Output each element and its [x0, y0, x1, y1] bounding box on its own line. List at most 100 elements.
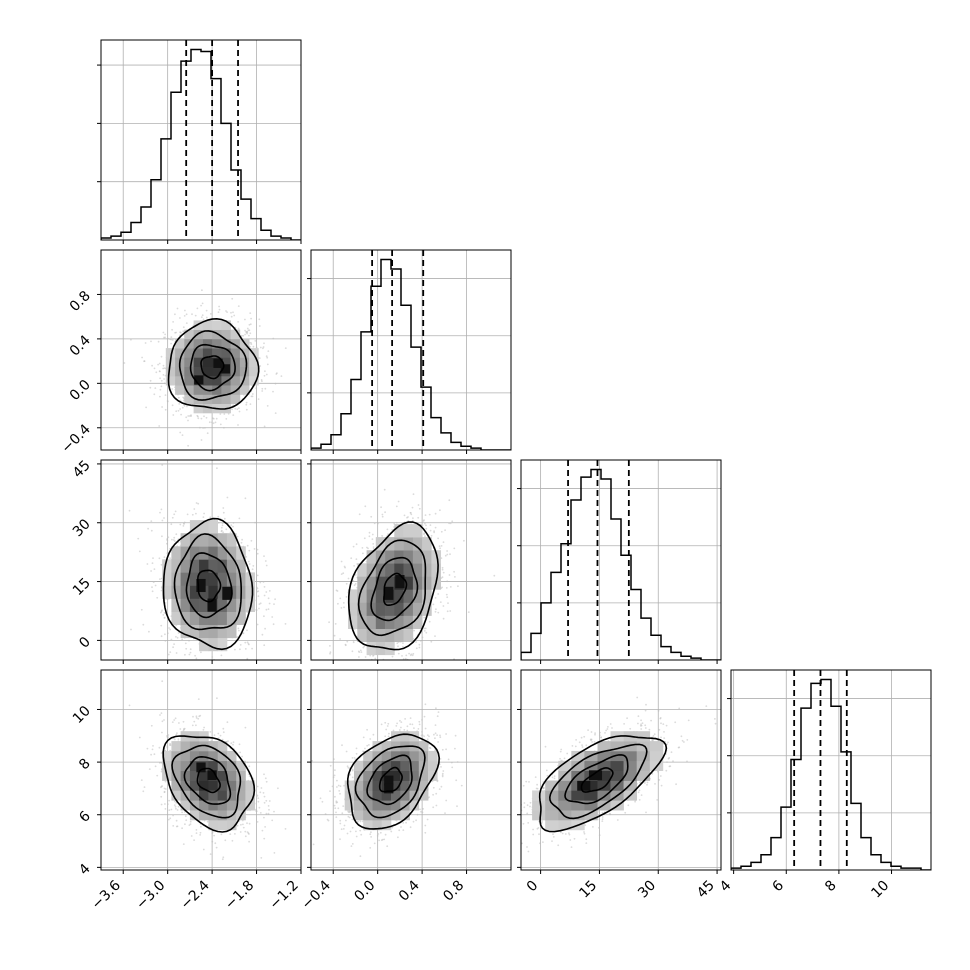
density-cell	[372, 770, 383, 781]
density-cell	[212, 375, 222, 386]
density-cell	[372, 820, 383, 831]
x-tick-label: 8	[822, 878, 840, 896]
density-cell	[610, 741, 624, 752]
density-peak	[577, 780, 591, 791]
density-cell	[403, 576, 414, 590]
density-cell	[199, 770, 209, 781]
density-cell	[226, 546, 237, 560]
density-cell	[385, 576, 395, 590]
density-cell	[199, 637, 209, 652]
density-cell	[208, 800, 218, 811]
density-cell	[189, 810, 200, 821]
density-cell	[385, 602, 395, 616]
contour-line	[538, 735, 668, 833]
density-cell	[394, 602, 404, 616]
density-cell	[636, 760, 651, 771]
pair-frame	[100, 459, 302, 661]
density-cell	[394, 537, 404, 551]
pair-panel-2-1	[307, 459, 512, 664]
density-cell	[597, 790, 611, 801]
x-tick-label: 4	[717, 877, 735, 895]
pair-panel-1-0	[97, 249, 302, 454]
density-cell	[422, 537, 432, 551]
density-cell	[221, 348, 231, 358]
density-cell	[193, 348, 204, 358]
density-cell	[226, 820, 237, 831]
density-cell	[354, 800, 364, 811]
pair-frame	[310, 459, 512, 661]
density-cell	[412, 589, 423, 603]
density-cell	[391, 770, 401, 781]
density-cell	[412, 550, 423, 564]
density-cell	[189, 585, 200, 599]
contour-line	[173, 533, 242, 631]
density-cell	[236, 546, 246, 560]
density-cell	[180, 624, 191, 639]
density-cell	[189, 572, 200, 586]
density-cell	[422, 563, 432, 577]
density-cell	[571, 770, 585, 781]
density-cell	[202, 375, 213, 386]
density-cell	[193, 320, 204, 330]
density-cell	[571, 790, 585, 801]
density-cell	[226, 760, 237, 771]
density-peak	[213, 358, 223, 368]
density-cell	[230, 375, 241, 386]
y-tick-label: 0.8	[67, 288, 94, 315]
contour-line	[347, 521, 439, 651]
density-cell	[193, 385, 204, 395]
hist-panel-0	[97, 39, 302, 244]
pair-content	[101, 460, 301, 660]
density-cell	[403, 589, 414, 603]
density-cell	[180, 585, 191, 599]
x-tick-label: 30	[635, 878, 659, 902]
density-cell	[597, 741, 611, 752]
density-cell	[584, 790, 598, 801]
y-tick-label: −0.4	[58, 421, 93, 456]
density-cell	[584, 780, 598, 791]
density-cell	[221, 320, 231, 330]
contour-line	[185, 552, 233, 619]
density-cell	[189, 731, 200, 742]
pair-content	[101, 670, 301, 870]
density-cell	[409, 750, 420, 762]
x-tick-label: 0	[524, 878, 542, 896]
density-cell	[428, 760, 438, 771]
density-cell	[249, 348, 259, 358]
density-cell	[239, 385, 250, 395]
hist-frame	[100, 39, 302, 241]
density-peak	[220, 364, 231, 374]
density-cell	[236, 800, 246, 811]
x-tick-label: −0.4	[299, 877, 334, 912]
density-cell	[199, 585, 209, 599]
density-cell	[217, 800, 228, 811]
density-cell	[199, 611, 209, 625]
density-cell	[354, 810, 364, 821]
density-cell	[245, 585, 255, 599]
density-cell	[597, 780, 611, 791]
hist-panel-3	[727, 669, 932, 874]
density-cell	[189, 780, 200, 791]
density-cell	[208, 585, 218, 599]
density-cell	[532, 800, 546, 811]
density-cell	[409, 770, 420, 781]
contour-line	[383, 572, 408, 606]
density-cell	[199, 533, 209, 547]
density-cell	[381, 741, 392, 752]
contour-line	[178, 330, 248, 401]
density-cell	[171, 572, 181, 586]
density-cell	[162, 559, 172, 573]
density-cell	[403, 550, 414, 564]
density-cell	[180, 760, 191, 771]
density-cell	[171, 585, 181, 599]
density-peak	[384, 783, 394, 794]
density-cell	[217, 559, 228, 573]
density-cell	[394, 550, 404, 564]
y-tick-label: 45	[70, 457, 94, 481]
density-cell	[208, 546, 218, 560]
density-cell	[558, 820, 572, 831]
density-cell	[623, 780, 637, 791]
density-cell	[239, 357, 250, 367]
y-tick-label: 15	[70, 575, 94, 599]
